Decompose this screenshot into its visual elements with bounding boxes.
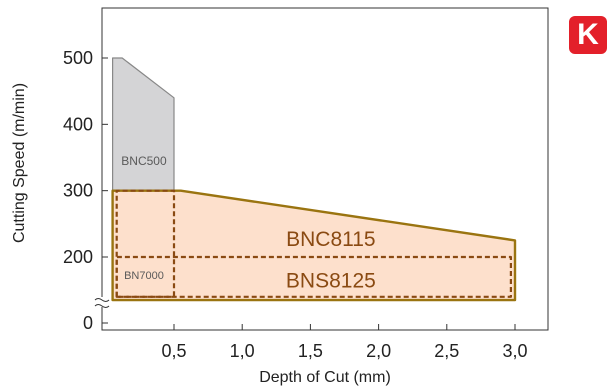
- plot-frame: [101, 7, 549, 331]
- series-area-bnc8115-dashed: [115, 189, 176, 298]
- y-tick-label: 0: [83, 313, 93, 333]
- x-axis-title: Depth of Cut (mm): [259, 369, 391, 386]
- x-tick-label: 1,0: [230, 341, 255, 361]
- axis-break-mark-top: [94, 298, 110, 302]
- axis-break-mark-bottom: [94, 304, 110, 308]
- y-tick-label: 300: [63, 181, 93, 201]
- series-label-bnc8115: BNC8115: [286, 228, 376, 251]
- series-label-bns8125: BNS8125: [286, 270, 376, 293]
- category-k-badge: K: [569, 16, 607, 54]
- x-tick-label: 2,0: [366, 341, 391, 361]
- y-axis-title: Cutting Speed (m/min): [11, 83, 28, 243]
- series-label-bn7000: BN7000: [124, 270, 164, 282]
- series-label-bnc500: BNC500: [121, 154, 167, 168]
- x-tick-label: 2,5: [434, 341, 459, 361]
- y-tick-label: 500: [63, 48, 93, 68]
- x-tick-label: 1,5: [298, 341, 323, 361]
- x-tick-label: 0,5: [161, 341, 186, 361]
- x-tick-label: 3,0: [502, 341, 527, 361]
- y-tick-label: 400: [63, 114, 93, 134]
- axis-break-mask: [96, 297, 108, 307]
- y-tick-label: 200: [63, 247, 93, 267]
- series-area-bnc8115: [111, 189, 517, 302]
